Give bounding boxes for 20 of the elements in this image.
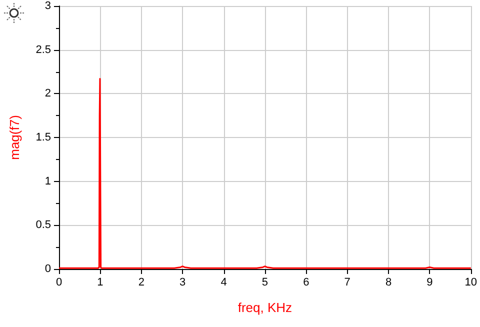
x-tick-label: 4 [220,276,227,288]
x-tick-label: 1 [97,276,104,288]
y-tick-label: 0 [44,263,51,275]
x-tick-label: 3 [180,276,186,288]
x-tick-label: 9 [426,276,433,288]
y-axis-title: mag(f7) [7,115,22,160]
x-tick-label: 5 [262,276,268,288]
x-axis-title: freq, KHz [238,300,292,315]
x-tick-label: 0 [56,276,62,288]
y-tick-label: 3 [44,0,51,12]
x-tick-label: 10 [464,276,478,288]
x-tick-label: 2 [138,276,144,288]
x-tick-label: 6 [303,276,310,288]
y-tick-label: 2 [44,88,51,100]
x-tick-label: 7 [344,276,350,288]
y-tick-label: 0.5 [36,219,51,232]
x-tick-label: 8 [385,276,392,288]
y-tick-label: 1.5 [36,132,51,144]
y-tick-label: 1 [44,175,51,188]
y-tick-label: 2.5 [36,44,51,56]
